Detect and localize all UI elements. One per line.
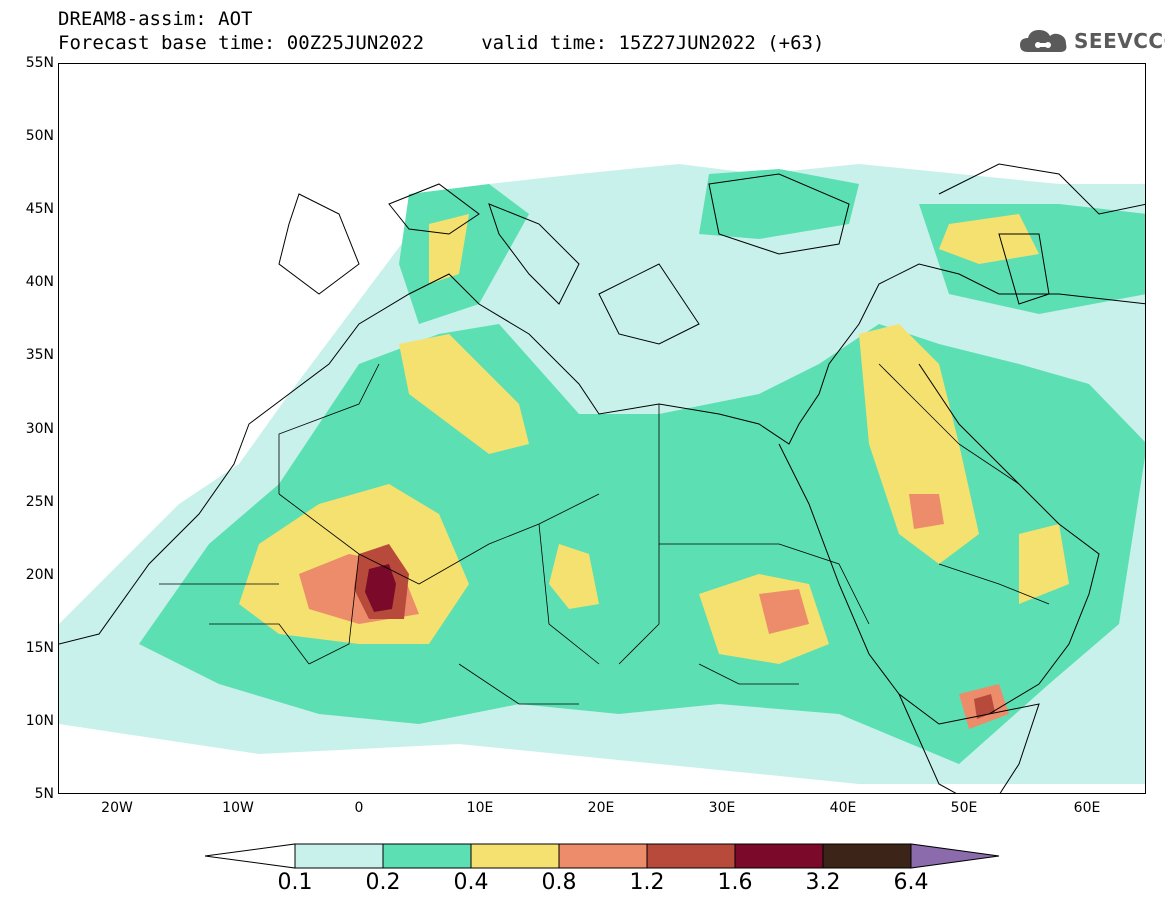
lat-label-35n: 35N: [25, 347, 54, 363]
lat-label-5n: 5N: [34, 786, 54, 802]
lon-label-60e: 60E: [1073, 800, 1101, 816]
legend-label: 1.6: [717, 870, 753, 895]
aot-shading: [59, 164, 1145, 784]
map-canvas: [59, 163, 1145, 793]
seevccc-logo: SEEVCCC: [1018, 26, 1165, 56]
logo-text: SEEVCCC: [1074, 29, 1165, 53]
country-borders: [159, 363, 1050, 705]
chart-title: DREAM8-assim: AOT: [58, 8, 253, 30]
legend-swatch-7: [822, 843, 912, 869]
lon-label-50e: 50E: [950, 800, 978, 816]
legend-swatch-4: [558, 843, 648, 869]
legend-label: 0.2: [365, 870, 401, 895]
legend-swatch-3: [470, 843, 560, 869]
lon-label-0: 0: [354, 800, 364, 816]
legend-label: 0.4: [453, 870, 489, 895]
lat-label-10n: 10N: [25, 713, 54, 729]
coastlines: [59, 163, 1145, 793]
lat-label-15n: 15N: [25, 640, 54, 656]
legend-above-arrow: [910, 843, 1000, 869]
lat-label-20n: 20N: [25, 567, 54, 583]
lon-label-40e: 40E: [829, 800, 857, 816]
legend-label: 1.2: [629, 870, 665, 895]
lat-label-40n: 40N: [25, 274, 54, 290]
lat-label-45n: 45N: [25, 201, 54, 217]
legend-swatch-2: [382, 843, 472, 869]
lon-label-30e: 30E: [708, 800, 736, 816]
legend-label: 0.1: [277, 870, 313, 895]
lon-label-10e: 10E: [466, 800, 494, 816]
lat-label-55n: 55N: [25, 55, 54, 71]
lon-label-20w: 20W: [101, 800, 133, 816]
forecast-time-line: Forecast base time: 00Z25JUN2022 valid t…: [58, 32, 825, 54]
lon-label-10w: 10W: [222, 800, 254, 816]
color-legend: [205, 843, 1000, 869]
legend-swatch-6: [734, 843, 824, 869]
legend-swatch-1: [294, 843, 384, 869]
lon-label-20e: 20E: [587, 800, 615, 816]
legend-label: 6.4: [893, 870, 929, 895]
lat-label-25n: 25N: [25, 494, 54, 510]
aot-map: [58, 63, 1146, 794]
legend-below-arrow: [205, 843, 296, 869]
lat-label-30n: 30N: [25, 421, 54, 437]
legend-label: 3.2: [805, 870, 841, 895]
lat-label-50n: 50N: [25, 128, 54, 144]
legend-label: 0.8: [541, 870, 577, 895]
cloud-icon: [1020, 30, 1067, 52]
legend-swatch-5: [646, 843, 736, 869]
